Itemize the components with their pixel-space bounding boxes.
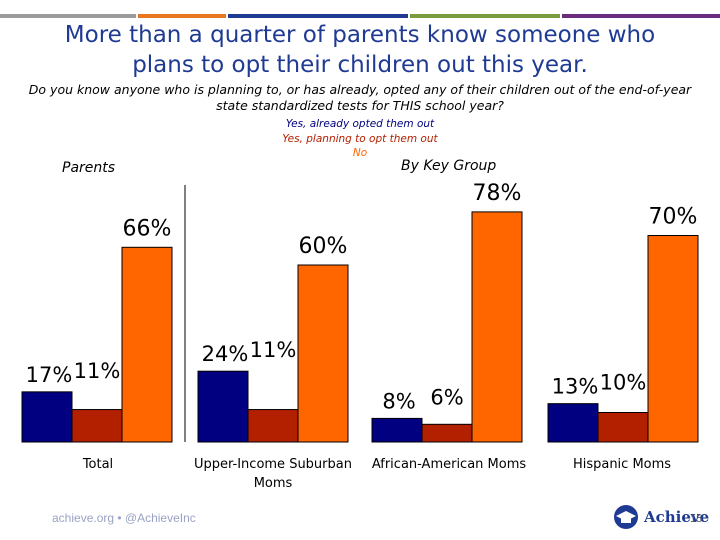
bar-already-3 <box>371 417 423 443</box>
data-label-no-1: 66% <box>123 216 172 241</box>
data-label-already-4: 13% <box>552 375 599 399</box>
bar-chart: 17% 24% 8% 13% 11% 11% 6% 10% 66% 60% 78% 70% Total U… <box>21 181 699 491</box>
graduation-cap-icon <box>614 505 638 529</box>
category-label-2-line-2: Moms <box>254 476 293 491</box>
bar-already-2 <box>197 370 249 443</box>
data-label-no-2: 60% <box>299 234 348 259</box>
category-label-2: Upper-Income Suburban <box>194 457 352 472</box>
page-number: 15 <box>690 513 703 525</box>
category-label-3: African-American Moms <box>372 457 527 472</box>
achieve-logo: Achieve <box>612 503 709 531</box>
bar-no-1 <box>121 246 173 443</box>
legend-already: Yes, already opted them out <box>285 118 435 130</box>
color-stripe-2 <box>138 14 226 18</box>
bar-planning-2 <box>247 409 299 443</box>
category-label-1: Total <box>82 457 113 472</box>
key-group-label: By Key Group <box>401 158 497 174</box>
data-label-planning-1: 11% <box>74 359 121 383</box>
question-line-2: state standardized tests for THIS school… <box>216 98 504 113</box>
bar-no-4 <box>647 235 699 443</box>
legend-planning: Yes, planning to opt them out <box>282 133 438 145</box>
bar-no-2 <box>297 264 349 443</box>
title-line-2: plans to opt their children out this yea… <box>132 52 588 78</box>
color-stripe-5 <box>562 14 720 18</box>
color-stripe-1 <box>0 14 136 18</box>
bar-planning-3 <box>421 423 473 443</box>
color-stripe-3 <box>228 14 408 18</box>
data-label-already-3: 8% <box>382 389 415 413</box>
data-label-no-4: 70% <box>649 205 698 230</box>
data-label-no-3: 78% <box>473 181 522 206</box>
bar-planning-1 <box>71 409 123 443</box>
bar-planning-4 <box>597 412 649 443</box>
data-label-already-2: 24% <box>202 342 249 366</box>
title-line-1: More than a quarter of parents know some… <box>64 22 656 48</box>
footer-text: achieve.org • @AchieveInc <box>52 511 196 525</box>
slide-title: More than a quarter of parents know some… <box>0 20 720 80</box>
data-label-already-1: 17% <box>26 363 73 387</box>
survey-question: Do you know anyone who is planning to, o… <box>0 82 720 114</box>
bar-already-1 <box>21 391 73 443</box>
parents-label: Parents <box>62 160 116 176</box>
data-label-planning-3: 6% <box>430 385 463 409</box>
data-label-planning-4: 10% <box>600 371 647 395</box>
bar-already-4 <box>547 403 599 443</box>
legend-no: No <box>352 147 368 159</box>
data-label-planning-2: 11% <box>250 338 297 362</box>
color-stripe-4 <box>410 14 560 18</box>
question-line-1: Do you know anyone who is planning to, o… <box>28 82 692 97</box>
logo-text: Achieve <box>644 508 710 526</box>
category-label-4: Hispanic Moms <box>573 457 671 472</box>
bar-no-3 <box>471 211 523 443</box>
